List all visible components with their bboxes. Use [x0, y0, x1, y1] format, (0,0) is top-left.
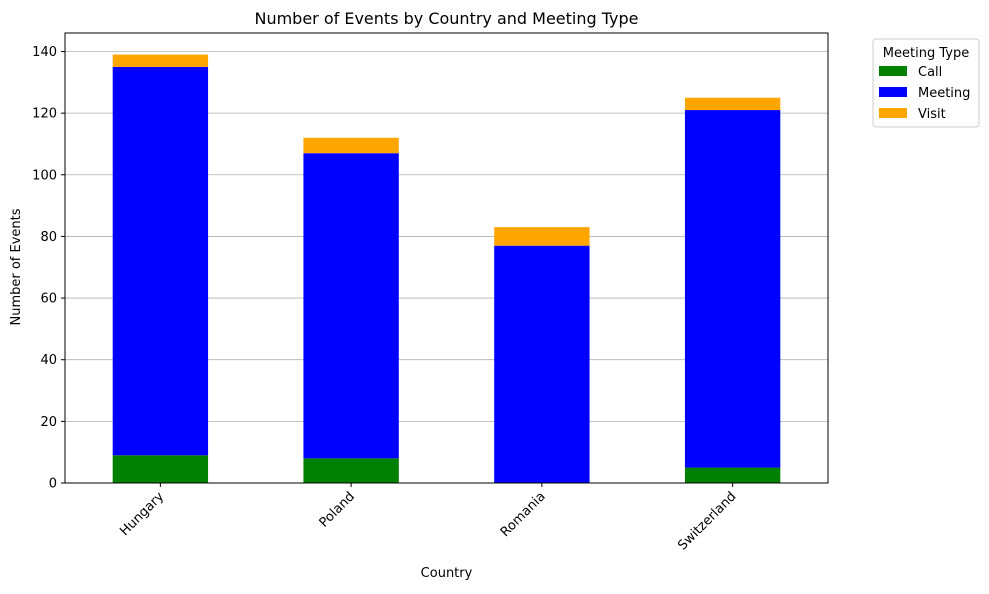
bar-visit-switzerland: [684, 97, 781, 111]
legend-frame: [872, 38, 980, 128]
bar-call-hungary: [112, 455, 209, 483]
plot-frame: [64, 32, 829, 484]
bars: [112, 54, 781, 483]
legend-label-meeting: Meeting: [918, 86, 970, 101]
bar-visit-hungary: [112, 54, 209, 67]
bar-call-poland: [303, 458, 399, 483]
bar-meeting-poland: [303, 153, 399, 459]
y-axis-label: Number of Events: [9, 208, 24, 325]
y-tick-label: 20: [40, 415, 57, 430]
bar-visit-romania: [494, 227, 590, 246]
y-tick-label: 80: [40, 230, 57, 245]
x-tick-label: Romania: [498, 489, 549, 540]
bar-meeting-switzerland: [684, 110, 781, 468]
y-tick-label: 140: [32, 45, 57, 60]
legend-label-visit: Visit: [918, 107, 946, 122]
bar-meeting-hungary: [112, 66, 209, 456]
legend-title: Meeting Type: [883, 46, 969, 61]
bar-call-switzerland: [684, 467, 781, 483]
legend-swatch-meeting: [879, 87, 907, 97]
bar-meeting-romania: [494, 245, 590, 483]
y-tick-label: 60: [40, 292, 57, 307]
x-tick-label: Poland: [317, 489, 358, 530]
y-tick-label: 120: [32, 107, 57, 122]
x-tick-label: Hungary: [117, 489, 167, 539]
y-tick-label: 0: [49, 477, 57, 492]
chart-title: Number of Events by Country and Meeting …: [254, 9, 638, 28]
x-tick-label: Switzerland: [675, 489, 739, 553]
legend-label-call: Call: [918, 65, 942, 80]
legend-swatch-call: [879, 66, 907, 76]
legend: Meeting Type Call Meeting Visit: [872, 38, 980, 128]
y-tick-label: 100: [32, 168, 57, 183]
legend-swatch-visit: [879, 108, 907, 118]
bar-visit-poland: [303, 137, 399, 154]
x-axis-label: Country: [421, 566, 473, 581]
y-tick-label: 40: [40, 353, 57, 368]
